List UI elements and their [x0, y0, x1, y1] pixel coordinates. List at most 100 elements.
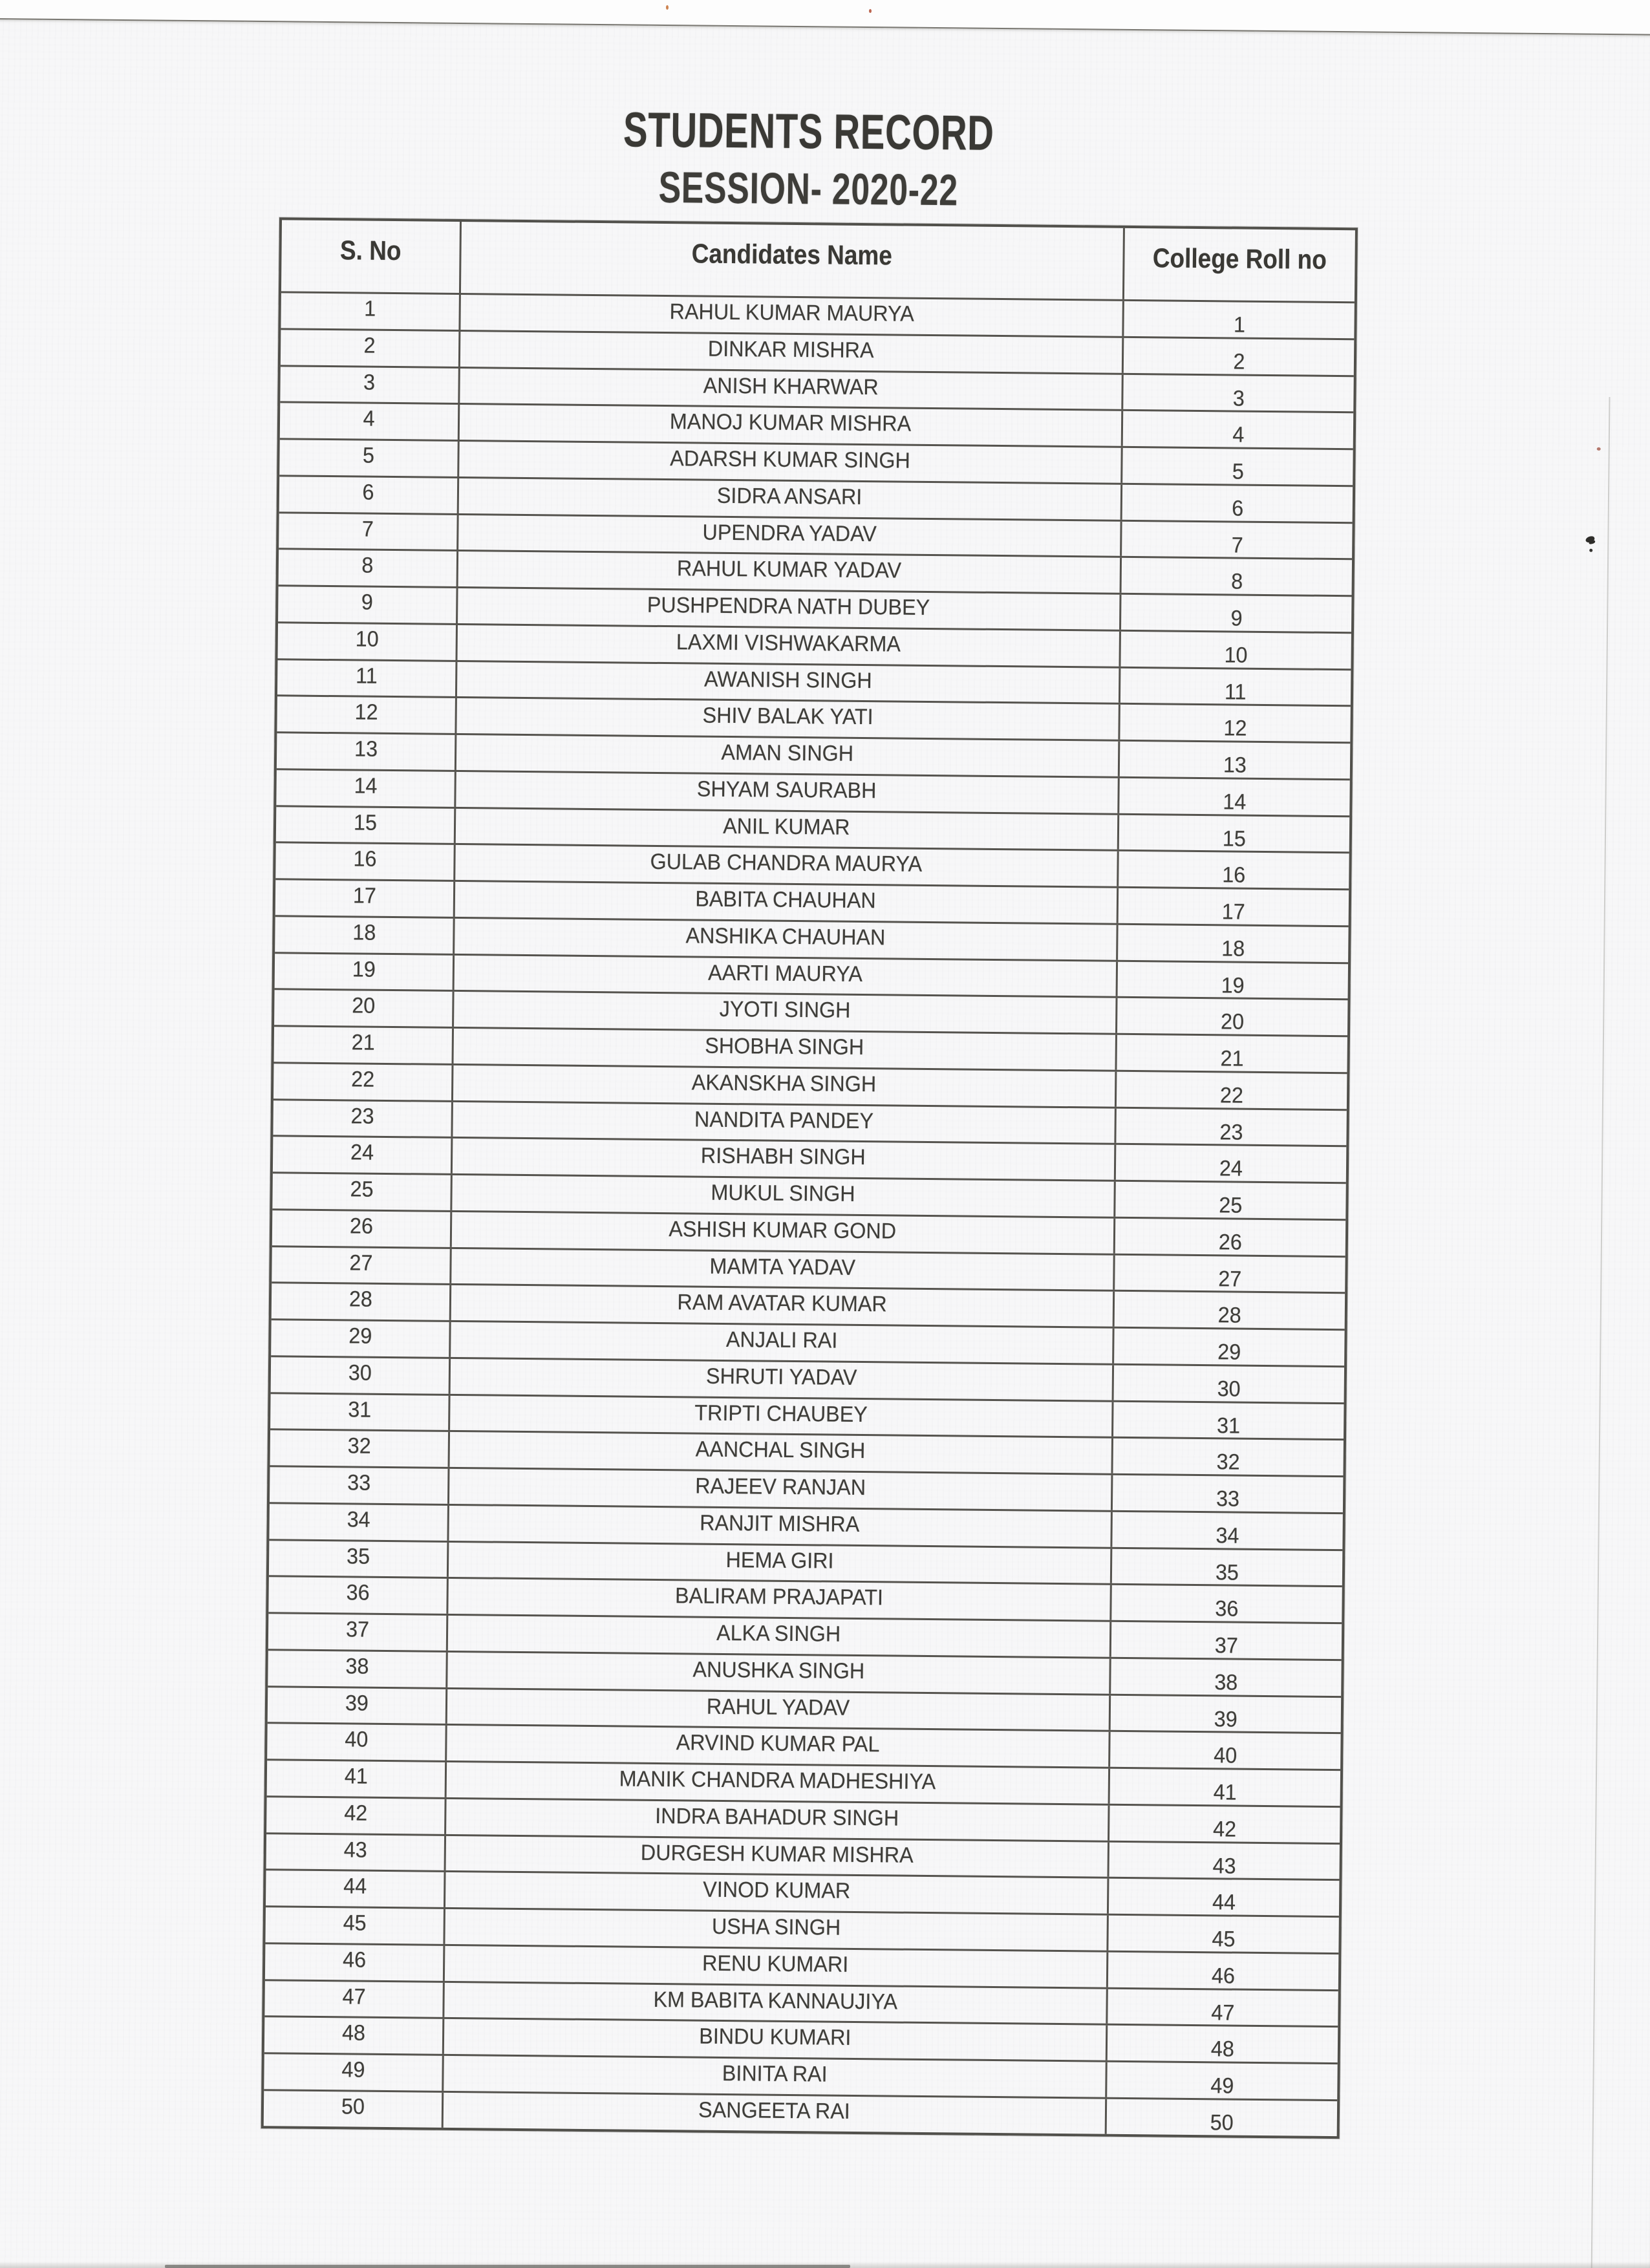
candidate-name-cell-text: INDRA BAHADUR SINGH — [655, 1803, 899, 1831]
roll-no-cell-text: 23 — [1219, 1119, 1243, 1145]
s-no-cell-text: 39 — [345, 1690, 369, 1716]
s-no-cell: 25 — [272, 1173, 453, 1210]
header-candidates-name: Candidates Name — [460, 222, 1125, 299]
roll-no-cell-text: 15 — [1222, 826, 1247, 851]
header-candidates-name-label: Candidates Name — [691, 238, 893, 271]
candidate-name-cell-text: ARVIND KUMAR PAL — [676, 1730, 880, 1757]
candidate-name-cell-text: RAHUL KUMAR MAURYA — [669, 299, 914, 326]
candidate-name-cell: DINKAR MISHRA — [460, 331, 1124, 373]
s-no-cell: 37 — [268, 1614, 449, 1651]
candidate-name-cell-text: BINITA RAI — [722, 2061, 828, 2087]
roll-no-cell: 11 — [1120, 668, 1351, 705]
s-no-cell: 27 — [272, 1246, 452, 1284]
s-no-cell-text: 7 — [361, 517, 374, 542]
roll-no-cell: 14 — [1119, 778, 1349, 815]
s-no-cell: 26 — [272, 1210, 453, 1247]
page-subtitle: SESSION- 2020-22 — [658, 162, 959, 215]
roll-no-cell: 45 — [1108, 1916, 1338, 1952]
roll-no-cell-text: 49 — [1210, 2073, 1234, 2099]
roll-no-cell: 1 — [1124, 301, 1354, 338]
candidate-name-cell-text: SHIV BALAK YATI — [702, 703, 873, 730]
s-no-cell-text: 24 — [350, 1140, 374, 1166]
s-no-cell: 33 — [269, 1467, 450, 1504]
roll-no-cell-text: 35 — [1215, 1559, 1239, 1585]
candidate-name-cell: UPENDRA YADAV — [458, 515, 1122, 557]
s-no-cell: 30 — [270, 1357, 451, 1394]
roll-no-cell: 43 — [1109, 1842, 1339, 1879]
s-no-cell: 50 — [263, 2090, 444, 2128]
roll-no-cell: 36 — [1111, 1585, 1342, 1622]
roll-no-cell-text: 4 — [1232, 422, 1245, 447]
roll-no-cell-text: 12 — [1223, 716, 1247, 741]
s-no-cell: 12 — [277, 696, 457, 733]
s-no-cell-text: 1 — [364, 296, 376, 321]
roll-no-cell-text: 27 — [1218, 1266, 1242, 1292]
candidate-name-cell: ANIL KUMAR — [455, 808, 1120, 850]
s-no-cell-text: 44 — [343, 1874, 367, 1899]
s-no-cell-text: 15 — [353, 809, 377, 835]
candidate-name-cell-text: AKANSKHA SINGH — [691, 1070, 877, 1097]
roll-no-cell-text: 24 — [1219, 1156, 1243, 1181]
s-no-cell-text: 12 — [354, 700, 378, 725]
roll-no-cell: 40 — [1110, 1732, 1340, 1769]
candidate-name-cell: ADARSH KUMAR SINGH — [459, 441, 1123, 483]
s-no-cell-text: 22 — [350, 1067, 374, 1092]
s-no-cell-text: 45 — [343, 1910, 367, 1936]
roll-no-cell-text: 42 — [1213, 1817, 1237, 1842]
s-no-cell: 17 — [275, 880, 456, 917]
candidate-name-cell: PUSHPENDRA NATH DUBEY — [458, 588, 1122, 630]
roll-no-cell-text: 5 — [1232, 459, 1244, 484]
roll-no-cell: 35 — [1112, 1548, 1342, 1585]
roll-no-cell-text: 37 — [1214, 1633, 1239, 1658]
candidate-name-cell: AANCHAL SINGH — [449, 1432, 1113, 1473]
candidate-name-cell: DURGESH KUMAR MISHRA — [445, 1835, 1109, 1877]
roll-no-cell: 25 — [1115, 1182, 1345, 1219]
s-no-cell-text: 35 — [346, 1543, 370, 1569]
s-no-cell-text: 43 — [343, 1837, 367, 1863]
candidate-name-cell-text: RAHUL YADAV — [706, 1694, 850, 1720]
s-no-cell-text: 6 — [362, 480, 374, 505]
candidate-name-cell: BINITA RAI — [444, 2055, 1108, 2097]
s-no-cell: 13 — [276, 733, 457, 770]
candidate-name-cell: ALKA SINGH — [447, 1615, 1112, 1657]
roll-no-cell: 44 — [1109, 1879, 1339, 1916]
candidate-name-cell: MUKUL SINGH — [452, 1175, 1116, 1217]
candidate-name-cell: RAHUL KUMAR MAURYA — [460, 294, 1124, 336]
s-no-cell-text: 18 — [352, 920, 376, 945]
roll-no-cell-text: 6 — [1231, 496, 1243, 521]
candidate-name-cell: BABITA CHAUHAN — [455, 881, 1119, 923]
roll-no-cell: 20 — [1117, 998, 1347, 1035]
roll-no-cell-text: 44 — [1212, 1890, 1236, 1915]
red-speck — [1596, 447, 1601, 451]
s-no-cell: 41 — [266, 1760, 447, 1797]
candidate-name-cell: AMAN SINGH — [456, 734, 1120, 776]
s-no-cell: 22 — [273, 1064, 454, 1100]
candidate-name-cell-text: MAMTA YADAV — [709, 1254, 855, 1280]
s-no-cell-text: 27 — [348, 1250, 373, 1276]
s-no-cell: 39 — [267, 1687, 448, 1724]
roll-no-cell: 42 — [1109, 1805, 1340, 1842]
s-no-cell-text: 28 — [348, 1287, 372, 1312]
s-no-cell-text: 41 — [344, 1764, 368, 1789]
s-no-cell-text: 36 — [345, 1580, 370, 1605]
candidate-name-cell: MAMTA YADAV — [451, 1248, 1115, 1290]
candidate-name-cell: GULAB CHANDRA MAURYA — [455, 845, 1119, 886]
roll-no-cell: 39 — [1111, 1695, 1341, 1732]
s-no-cell-text: 14 — [353, 773, 378, 798]
s-no-cell: 49 — [264, 2054, 444, 2091]
s-no-cell-text: 17 — [352, 883, 376, 908]
s-no-cell-text: 3 — [363, 370, 376, 395]
s-no-cell: 44 — [265, 1870, 446, 1907]
s-no-cell-text: 48 — [341, 2020, 365, 2046]
candidate-name-cell: MANOJ KUMAR MISHRA — [459, 405, 1124, 446]
ink-dot — [1589, 548, 1593, 552]
roll-no-cell-text: 13 — [1223, 753, 1247, 778]
roll-no-cell-text: 45 — [1212, 1927, 1236, 1952]
roll-no-cell: 15 — [1119, 815, 1349, 851]
roll-no-cell-text: 3 — [1232, 385, 1245, 411]
candidate-name-cell: RAJEEV RANJAN — [449, 1468, 1113, 1510]
candidate-name-cell: MANIK CHANDRA MADHESHIYA — [446, 1762, 1111, 1804]
s-no-cell: 14 — [276, 770, 456, 807]
s-no-cell-text: 38 — [345, 1654, 369, 1679]
